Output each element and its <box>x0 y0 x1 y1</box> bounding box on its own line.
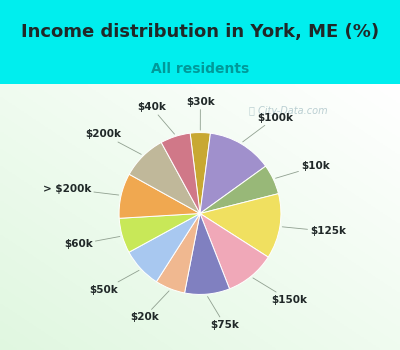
Text: $20k: $20k <box>130 291 169 322</box>
Wedge shape <box>119 214 200 252</box>
Wedge shape <box>129 142 200 214</box>
Text: Ⓜ City-Data.com: Ⓜ City-Data.com <box>249 106 327 116</box>
Wedge shape <box>161 133 200 214</box>
Text: $50k: $50k <box>90 270 139 295</box>
Wedge shape <box>200 194 281 257</box>
Text: $30k: $30k <box>186 97 215 130</box>
Text: $60k: $60k <box>64 237 120 249</box>
Wedge shape <box>190 133 210 214</box>
Wedge shape <box>184 214 230 294</box>
Text: All residents: All residents <box>151 62 249 76</box>
Text: $75k: $75k <box>208 296 239 330</box>
Wedge shape <box>200 166 278 214</box>
Text: $200k: $200k <box>85 129 141 154</box>
Text: > $200k: > $200k <box>43 184 119 195</box>
Text: $100k: $100k <box>243 113 293 142</box>
Text: $40k: $40k <box>137 102 174 134</box>
Text: $150k: $150k <box>253 278 307 305</box>
Wedge shape <box>200 133 266 214</box>
Text: $125k: $125k <box>282 226 346 236</box>
Wedge shape <box>200 214 268 289</box>
Wedge shape <box>119 174 200 218</box>
Text: $10k: $10k <box>276 161 330 178</box>
Wedge shape <box>156 214 200 293</box>
Wedge shape <box>129 214 200 282</box>
Text: Income distribution in York, ME (%): Income distribution in York, ME (%) <box>21 23 379 41</box>
